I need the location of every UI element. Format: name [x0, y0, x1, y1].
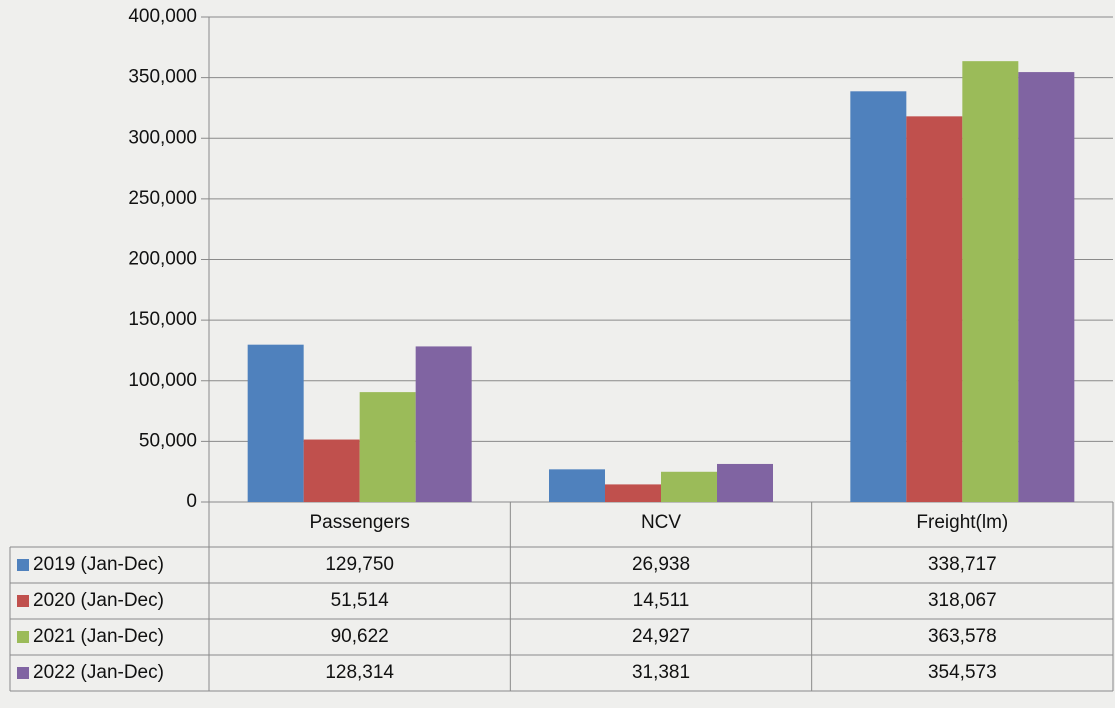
table-value: 338,717	[928, 554, 997, 575]
y-tick-label: 50,000	[139, 430, 197, 451]
bar	[247, 344, 304, 502]
bar	[850, 91, 907, 503]
bar	[549, 469, 605, 502]
table-value: 14,511	[633, 590, 690, 611]
y-tick-label: 0	[186, 491, 197, 512]
category-label: Passengers	[309, 512, 409, 533]
table-value: 128,314	[325, 662, 394, 683]
y-tick-label: 200,000	[128, 249, 197, 270]
legend-swatch	[17, 667, 29, 679]
bar	[717, 463, 773, 502]
table-value: 354,573	[928, 662, 997, 683]
table-value: 24,927	[632, 626, 690, 647]
category-label: NCV	[641, 512, 681, 533]
bar	[962, 61, 1019, 502]
legend-label: 2019 (Jan-Dec)	[33, 554, 164, 575]
legend-swatch	[17, 631, 29, 643]
legend-swatch	[17, 559, 29, 571]
y-tick-label: 150,000	[128, 309, 197, 330]
table-value: 51,514	[331, 590, 390, 611]
legend-label: 2021 (Jan-Dec)	[33, 626, 164, 647]
legend-label: 2020 (Jan-Dec)	[33, 590, 164, 611]
table-value: 318,067	[928, 590, 997, 611]
table-value: 90,622	[331, 626, 389, 647]
y-tick-label: 100,000	[128, 370, 197, 391]
bar	[415, 346, 472, 502]
table-value: 26,938	[632, 554, 690, 575]
bar	[359, 392, 416, 502]
category-label: Freight(lm)	[916, 512, 1008, 533]
bar	[661, 471, 717, 502]
bar	[303, 439, 360, 502]
y-tick-label: 400,000	[128, 6, 197, 27]
y-tick-label: 300,000	[128, 127, 197, 148]
legend-swatch	[17, 595, 29, 607]
bar	[906, 116, 963, 503]
table-value: 129,750	[325, 554, 394, 575]
table-value: 363,578	[928, 626, 997, 647]
y-tick-label: 350,000	[128, 67, 197, 88]
bar	[605, 484, 661, 502]
bar	[1018, 72, 1075, 503]
y-tick-label: 250,000	[128, 188, 197, 209]
table-value: 31,381	[632, 662, 690, 683]
legend-label: 2022 (Jan-Dec)	[33, 662, 164, 683]
